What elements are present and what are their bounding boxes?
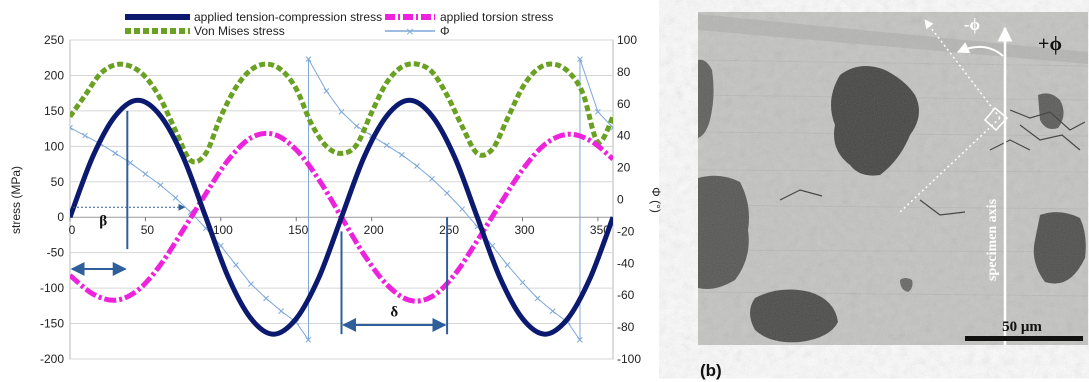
- x-tick-label: 150: [288, 223, 308, 237]
- x-tick-label: 250: [439, 223, 459, 237]
- y2-tick-label: 40: [617, 129, 631, 143]
- phi-point: [577, 56, 583, 62]
- gridlines: [70, 39, 613, 360]
- y2-tick-label: -60: [617, 288, 635, 302]
- y2-tick-label: -20: [617, 224, 635, 238]
- phi-point: [305, 337, 312, 343]
- y2-axis-label: Φ (°): [649, 187, 663, 213]
- panel-label-b: (b): [700, 361, 722, 380]
- plus-phi-label: +ϕ: [1038, 33, 1062, 55]
- phi-point: [142, 171, 149, 177]
- x-tick-label: 300: [514, 223, 534, 237]
- phi-point: [172, 195, 179, 201]
- legend-label-torsion: applied torsion stress: [440, 10, 553, 24]
- phi-point: [278, 308, 285, 315]
- phi-point: [70, 124, 73, 131]
- phi-point: [444, 190, 450, 196]
- phi-dotted-line-upper: [924, 19, 1001, 119]
- x-tick-label: 0: [69, 223, 76, 237]
- y2-tick-label: -40: [617, 256, 635, 270]
- y-tick-label: 50: [51, 175, 65, 189]
- phi-point: [576, 337, 583, 343]
- x-tick-label: 100: [213, 223, 233, 237]
- phi-point: [414, 163, 420, 169]
- y2-tick-label: 20: [617, 161, 631, 175]
- phi-point: [519, 279, 526, 286]
- rotation-arrow: [956, 42, 1004, 57]
- y2-tick-label: 80: [617, 65, 631, 79]
- specimen-axis-label: specimen axis: [985, 198, 1000, 281]
- phi-point: [305, 56, 312, 62]
- left-axis-ticks: -200 -150 -100 -50 0 50 100 150 200 250: [40, 33, 64, 366]
- annotations: βδ: [70, 110, 449, 335]
- y2-tick-label: -80: [617, 320, 635, 334]
- right-axis-ticks: -100 -80 -60 -40 -20 0 20 40 60 80 100: [617, 33, 641, 366]
- phi-point: [429, 175, 435, 182]
- series-line-0-0: [70, 97, 613, 337]
- scale-bar-label: 50 μm: [1002, 319, 1042, 335]
- phi-point: [263, 295, 269, 302]
- y-tick-label: 200: [44, 68, 64, 82]
- legend-label-vonmises: Von Mises stress: [194, 24, 285, 38]
- phi-point: [459, 206, 466, 212]
- phi-point: [338, 108, 345, 115]
- x-tick-label: 50: [141, 223, 155, 237]
- series-line-2-0: [70, 61, 613, 165]
- x-tick-label: 200: [364, 223, 384, 237]
- y2-tick-label: 100: [617, 33, 637, 47]
- y-tick-label: -100: [40, 281, 64, 295]
- y-axis-label: stress (MPa): [9, 166, 23, 234]
- phi-point: [383, 142, 390, 149]
- phi-point: [323, 88, 330, 94]
- phi-point: [248, 281, 254, 287]
- phi-point: [398, 151, 405, 158]
- phi-point: [353, 123, 360, 129]
- y-tick-label: -200: [40, 352, 64, 366]
- phi-point: [82, 132, 88, 139]
- phi-point: [233, 262, 239, 268]
- minus-phi-label: -ϕ: [964, 15, 980, 34]
- y-tick-label: -150: [40, 317, 64, 331]
- phi-point: [534, 295, 541, 302]
- delta-label: δ: [390, 304, 398, 320]
- micrograph-grain: [698, 12, 1088, 345]
- y-tick-label: -50: [47, 246, 65, 260]
- right-angle-marker: [983, 106, 1009, 132]
- y2-tick-label: -100: [617, 352, 641, 366]
- y2-tick-label: 60: [617, 97, 631, 111]
- y2-tick-label: 0: [617, 193, 624, 207]
- micrograph-image: -ϕ +ϕ specimen axis 50 μm (b): [697, 12, 1089, 380]
- y-tick-label: 150: [44, 104, 64, 118]
- legend-label-phi: Φ: [440, 24, 450, 38]
- legend-marker-phi: ×: [405, 25, 414, 38]
- series-group: [70, 56, 613, 343]
- phi-point: [157, 182, 164, 188]
- phi-point: [127, 159, 134, 166]
- y-tick-label: 250: [44, 33, 64, 47]
- y-tick-label: 100: [44, 139, 64, 153]
- x-axis-ticks: 0 50 100 150 200 250 300 350: [69, 217, 610, 237]
- legend-label-tension: applied tension-compression stress: [194, 10, 382, 24]
- legend: applied tension-compression stress appli…: [125, 10, 553, 38]
- phi-point: [112, 150, 119, 157]
- phi-point: [504, 262, 511, 268]
- beta-label: β: [99, 214, 107, 230]
- phi-point: [549, 308, 556, 315]
- y-tick-label: 0: [57, 210, 64, 224]
- scale-bar: [965, 336, 1083, 341]
- phi-point: [595, 108, 601, 115]
